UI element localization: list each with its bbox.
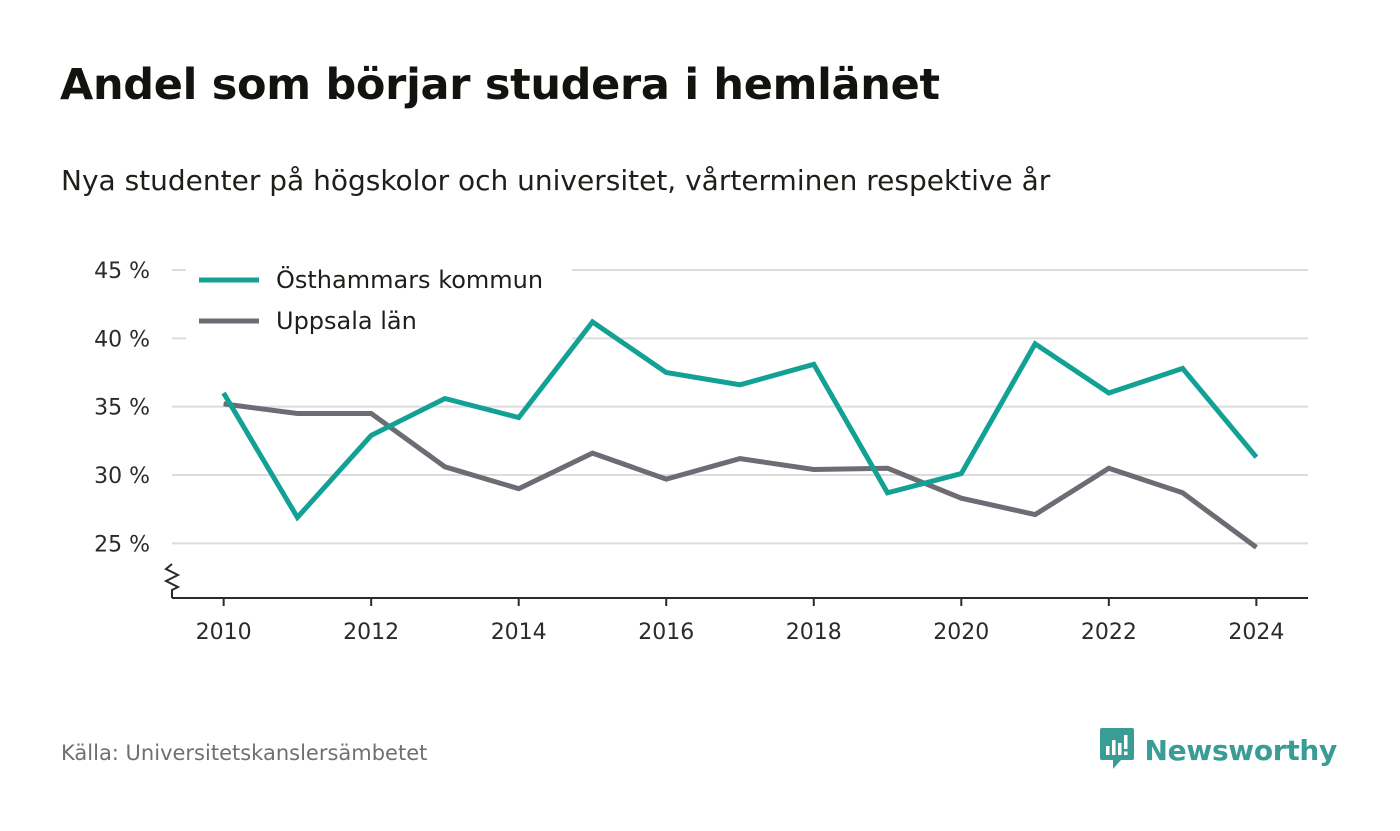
data-point (1254, 545, 1259, 550)
series-line (223, 401, 1258, 550)
x-tick-label: 2024 (1228, 620, 1284, 645)
data-point (738, 456, 743, 461)
x-tick-label: 2020 (933, 620, 989, 645)
data-point (369, 433, 374, 438)
data-point (590, 319, 595, 324)
data-point (221, 401, 226, 406)
line-chart: 25 % 30 % 35 % 40 % 45 % 2010 2012 2014 2016 2018… (94, 258, 1308, 645)
data-point (959, 471, 964, 476)
data-point (369, 411, 374, 416)
y-tick-label: 25 % (94, 532, 150, 557)
data-point (811, 467, 816, 472)
data-point (590, 451, 595, 456)
x-tick-label: 2012 (343, 620, 399, 645)
y-tick-label: 30 % (94, 464, 150, 489)
data-point (442, 396, 447, 401)
chart-subtitle: Nya studenter på högskolor och universit… (61, 164, 1051, 197)
data-point (221, 391, 226, 396)
data-point (664, 477, 669, 482)
data-point (811, 362, 816, 367)
x-tick-label: 2010 (196, 620, 252, 645)
data-point (1180, 490, 1185, 495)
y-tick-label: 40 % (94, 327, 150, 352)
y-tick-label: 35 % (94, 396, 150, 421)
data-point (1033, 512, 1038, 517)
data-point (885, 466, 890, 471)
brand-logo: Newsworthy (1099, 726, 1337, 774)
brand-name: Newsworthy (1144, 733, 1338, 767)
x-tick-label: 2022 (1081, 620, 1137, 645)
data-point (885, 490, 890, 495)
data-point (738, 382, 743, 387)
series-lines (221, 318, 1259, 550)
x-tick-label: 2018 (786, 620, 842, 645)
data-point (664, 370, 669, 375)
data-point (959, 496, 964, 501)
data-point (1106, 391, 1111, 396)
data-point (1180, 366, 1185, 371)
x-tick-label: 2014 (491, 620, 547, 645)
y-tick-label: 45 % (94, 259, 150, 284)
data-point (442, 464, 447, 469)
data-point (1106, 466, 1111, 471)
axes: 25 % 30 % 35 % 40 % 45 % 2010 2012 2014 2016 2018… (94, 259, 1308, 645)
legend-label: Östhammars kommun (276, 265, 543, 294)
source-note: Källa: Universitetskanslersämbetet (61, 741, 428, 765)
legend-background (186, 258, 572, 348)
newsworthy-logo-icon (1099, 726, 1135, 774)
legend-label: Uppsala län (276, 307, 417, 335)
legend: Östhammars kommun Uppsala län (186, 258, 572, 348)
data-point (516, 486, 521, 491)
data-point (516, 415, 521, 420)
series-line (221, 318, 1259, 522)
chart-title: Andel som börjar studera i hemlänet (60, 60, 940, 110)
y-axis-break-marker (163, 563, 181, 598)
x-tick-label: 2016 (638, 620, 694, 645)
data-point (1033, 341, 1038, 346)
data-point (1254, 455, 1259, 460)
data-point (295, 411, 300, 416)
data-point (295, 515, 300, 520)
